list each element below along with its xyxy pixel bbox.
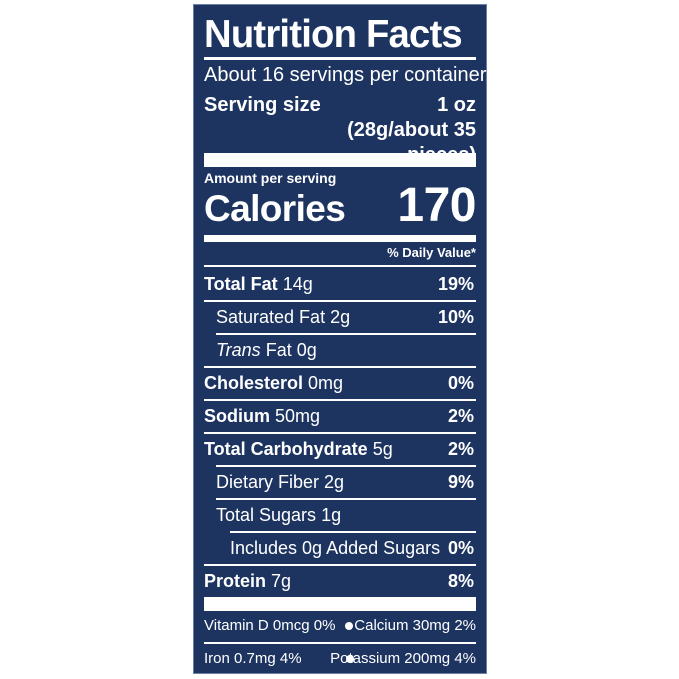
nutrient-row-saturated-fat: Saturated Fat 2g 10%: [204, 301, 476, 333]
nutrient-row-sodium: Sodium 50mg 2%: [204, 400, 476, 432]
nutrient-name: Includes 0g Added Sugars: [230, 538, 441, 558]
nutrient-name: Saturated Fat 2g: [216, 307, 351, 327]
nutrient-name: Trans Fat 0g: [216, 340, 317, 360]
nutrient-name: Total Carbohydrate 5g: [204, 439, 393, 459]
row-divider: [204, 432, 476, 434]
row-divider: [230, 531, 476, 533]
nutrient-name: Cholesterol 0mg: [204, 373, 344, 393]
nutrient-dv: 0%: [447, 373, 474, 393]
daily-value-header: % Daily Value*: [387, 245, 476, 260]
row-divider: [204, 564, 476, 566]
nutrient-row-total-carbohydrate: Total Carbohydrate 5g 2%: [204, 433, 476, 465]
label-title: Nutrition Facts: [204, 13, 463, 56]
iron: Iron 0.7mg 4%: [204, 650, 302, 667]
row-divider: [204, 399, 476, 401]
row-divider: [204, 300, 476, 302]
row-divider: [216, 465, 476, 467]
amount-per-serving: Amount per serving: [204, 170, 337, 186]
nutrient-name: Dietary Fiber 2g: [216, 472, 345, 492]
row-divider: [216, 333, 476, 335]
nutrient-dv: 10%: [437, 307, 474, 327]
nutrient-row-cholesterol: Cholesterol 0mg 0%: [204, 367, 476, 399]
label-content: Nutrition Facts About 16 servings per co…: [204, 5, 486, 674]
title-divider: [204, 57, 476, 60]
potassium: Potassium 200mg 4%: [330, 650, 476, 667]
nutrition-facts-label: Nutrition Facts About 16 servings per co…: [193, 4, 487, 674]
nutrient-dv: 2%: [447, 406, 474, 426]
vitamin-row-1: Vitamin D 0mcg 0% Calcium 30mg 2%: [204, 611, 476, 641]
nutrient-dv: 9%: [447, 472, 474, 492]
nutrient-row-added-sugars: Includes 0g Added Sugars 0%: [204, 532, 476, 564]
nutrient-row-dietary-fiber: Dietary Fiber 2g 9%: [204, 466, 476, 498]
nutrient-dv: 19%: [437, 274, 474, 294]
calories-label: Calories: [204, 188, 346, 229]
nutrient-row-total-fat: Total Fat 14g 19%: [204, 268, 476, 300]
thick-divider-top: [204, 153, 476, 167]
thick-divider-bottom: [204, 597, 476, 611]
servings-per-container: About 16 servings per container: [204, 64, 487, 86]
vitamin-d: Vitamin D 0mcg 0%: [204, 617, 336, 634]
nutrient-row-protein: Protein 7g 8%: [204, 565, 476, 597]
nutrient-row-trans-fat: Trans Fat 0g: [204, 334, 476, 366]
nutrient-row-total-sugars: Total Sugars 1g: [204, 499, 476, 531]
calories-divider: [204, 235, 476, 242]
serving-size-label: Serving size: [204, 94, 321, 116]
nutrient-name: Total Sugars 1g: [216, 505, 342, 525]
nutrient-dv: 8%: [447, 571, 474, 591]
bullet-dot-icon: [346, 655, 354, 663]
vitamin-row-2: Iron 0.7mg 4% Potassium 200mg 4%: [204, 644, 476, 674]
nutrient-name: Protein 7g: [204, 571, 292, 591]
nutrient-name: Total Fat 14g: [204, 274, 313, 294]
calories-value: 170: [397, 179, 476, 232]
row-divider: [204, 265, 476, 267]
calcium: Calcium 30mg 2%: [354, 617, 476, 634]
nutrient-dv: 0%: [447, 538, 474, 558]
nutrient-dv: 2%: [447, 439, 474, 459]
row-divider: [204, 366, 476, 368]
row-divider: [216, 498, 476, 500]
row-divider: [204, 642, 476, 644]
bullet-dot-icon: [345, 622, 353, 630]
nutrient-name: Sodium 50mg: [204, 406, 321, 426]
